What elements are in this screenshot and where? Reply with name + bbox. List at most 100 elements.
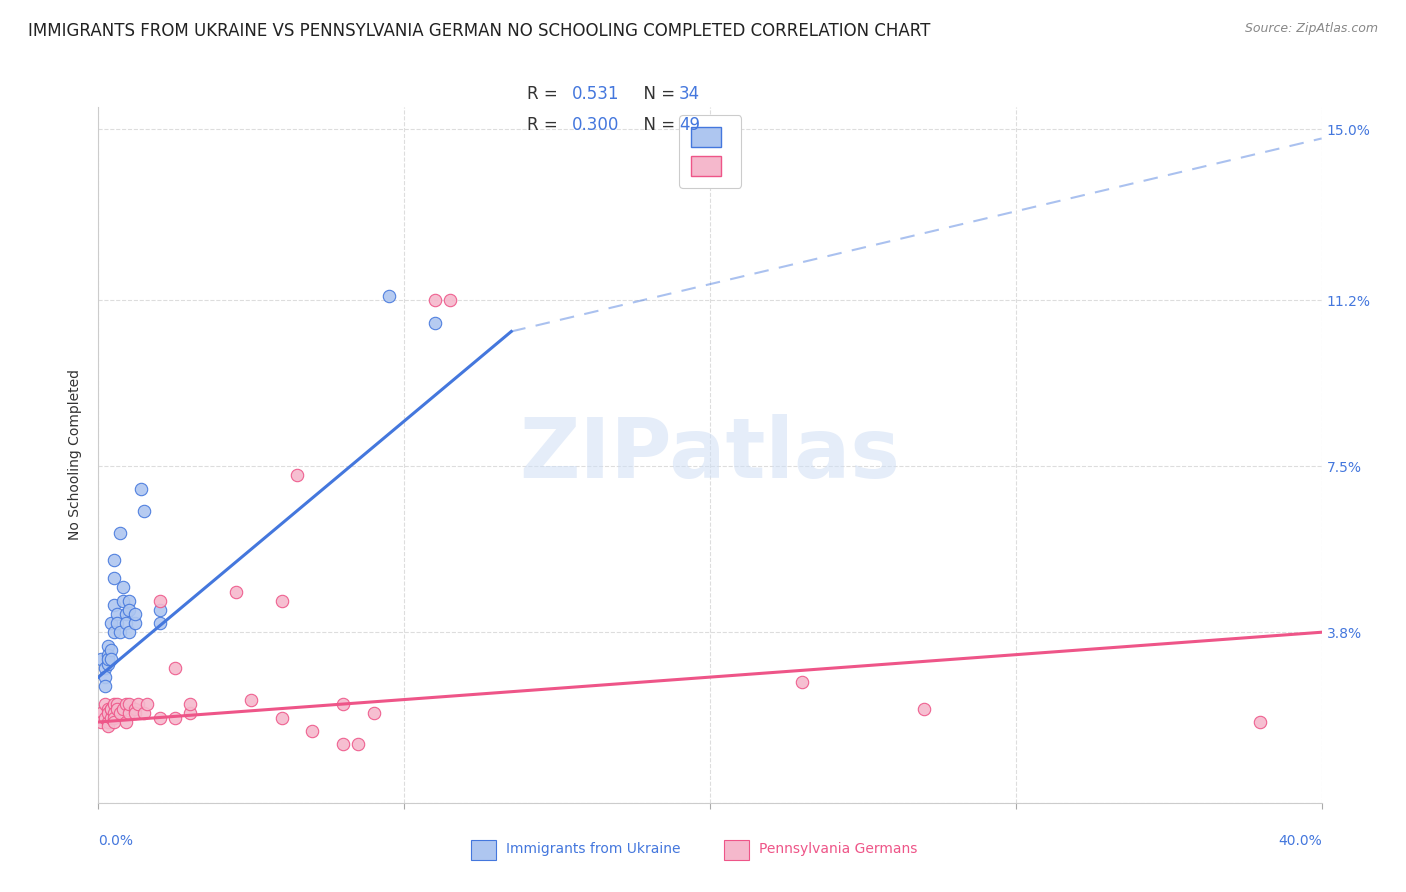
- Point: [347, 738, 370, 752]
- Point: [127, 697, 149, 711]
- Point: [332, 738, 354, 752]
- Point: [124, 706, 146, 720]
- Text: 40.0%: 40.0%: [1278, 834, 1322, 848]
- Point: [103, 697, 125, 711]
- Point: [115, 616, 138, 631]
- Point: [118, 706, 141, 720]
- Point: [103, 599, 125, 613]
- Point: [301, 723, 323, 738]
- Point: [105, 697, 128, 711]
- Legend: , : ,: [679, 115, 741, 187]
- Text: 49: 49: [679, 116, 700, 134]
- Point: [93, 697, 115, 711]
- Point: [97, 652, 120, 666]
- Point: [93, 710, 115, 724]
- Point: [240, 692, 263, 706]
- Point: [108, 526, 131, 541]
- Text: N =: N =: [633, 116, 681, 134]
- Point: [100, 643, 122, 657]
- Point: [134, 706, 156, 720]
- Point: [97, 639, 120, 653]
- Point: [378, 288, 401, 302]
- Point: [115, 607, 138, 622]
- Point: [97, 714, 120, 729]
- Point: [115, 714, 138, 729]
- Text: 0.300: 0.300: [572, 116, 620, 134]
- Point: [124, 607, 146, 622]
- Point: [100, 701, 122, 715]
- Point: [103, 625, 125, 640]
- Point: [118, 625, 141, 640]
- Point: [100, 701, 122, 715]
- Point: [100, 710, 122, 724]
- Point: [270, 710, 292, 724]
- Point: [439, 293, 461, 307]
- Text: N =: N =: [633, 85, 681, 103]
- Text: 0.531: 0.531: [572, 85, 620, 103]
- Point: [97, 706, 120, 720]
- Point: [912, 701, 935, 715]
- Point: [103, 571, 125, 585]
- Text: R =: R =: [527, 116, 564, 134]
- Point: [423, 316, 446, 330]
- Point: [105, 701, 128, 715]
- Point: [129, 482, 152, 496]
- Point: [179, 706, 201, 720]
- Point: [134, 504, 156, 518]
- Text: IMMIGRANTS FROM UKRAINE VS PENNSYLVANIA GERMAN NO SCHOOLING COMPLETED CORRELATIO: IMMIGRANTS FROM UKRAINE VS PENNSYLVANIA …: [28, 22, 931, 40]
- Y-axis label: No Schooling Completed: No Schooling Completed: [69, 369, 83, 541]
- Text: R =: R =: [527, 85, 564, 103]
- Point: [225, 584, 247, 599]
- Point: [111, 594, 134, 608]
- Point: [115, 697, 138, 711]
- Text: Immigrants from Ukraine: Immigrants from Ukraine: [506, 842, 681, 856]
- Point: [136, 697, 159, 711]
- Text: Source: ZipAtlas.com: Source: ZipAtlas.com: [1244, 22, 1378, 36]
- Point: [790, 674, 813, 689]
- Point: [149, 594, 172, 608]
- Point: [149, 616, 172, 631]
- Point: [93, 670, 115, 684]
- Point: [111, 580, 134, 594]
- Point: [124, 701, 146, 715]
- Point: [97, 701, 120, 715]
- Point: [163, 710, 186, 724]
- Text: ZIPatlas: ZIPatlas: [520, 415, 900, 495]
- Point: [118, 603, 141, 617]
- Text: 34: 34: [679, 85, 700, 103]
- Point: [1249, 714, 1271, 729]
- Point: [90, 714, 112, 729]
- Point: [118, 594, 141, 608]
- Point: [111, 701, 134, 715]
- Point: [103, 714, 125, 729]
- Point: [105, 616, 128, 631]
- Point: [97, 657, 120, 671]
- Point: [108, 706, 131, 720]
- Point: [163, 661, 186, 675]
- Point: [105, 607, 128, 622]
- Point: [103, 706, 125, 720]
- Point: [270, 594, 292, 608]
- Point: [93, 679, 115, 693]
- Point: [90, 706, 112, 720]
- Text: Pennsylvania Germans: Pennsylvania Germans: [759, 842, 918, 856]
- Point: [332, 697, 354, 711]
- Point: [179, 697, 201, 711]
- Point: [90, 652, 112, 666]
- Point: [100, 652, 122, 666]
- Text: 0.0%: 0.0%: [98, 834, 134, 848]
- Point: [97, 648, 120, 662]
- Point: [100, 616, 122, 631]
- Point: [124, 616, 146, 631]
- Point: [363, 706, 385, 720]
- Point: [93, 661, 115, 675]
- Point: [149, 710, 172, 724]
- Point: [423, 293, 446, 307]
- Point: [103, 710, 125, 724]
- Point: [285, 468, 308, 483]
- Point: [149, 603, 172, 617]
- Point: [118, 697, 141, 711]
- Point: [103, 553, 125, 567]
- Point: [108, 625, 131, 640]
- Point: [97, 719, 120, 733]
